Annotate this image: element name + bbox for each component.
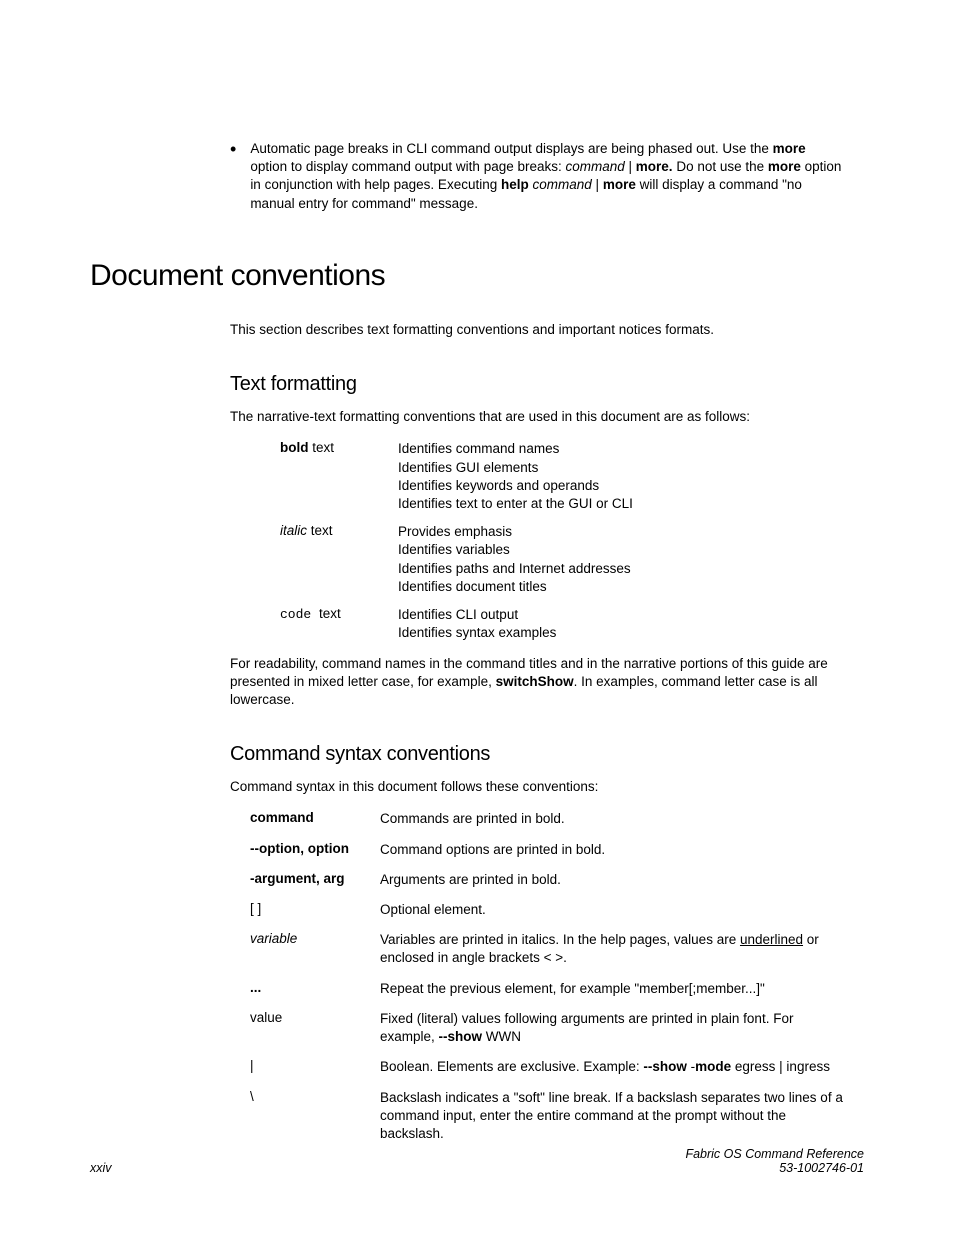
- fmt-row-code: code text Identifies CLI output Identifi…: [280, 606, 844, 642]
- page-footer: xxiv Fabric OS Command Reference 53-1002…: [90, 1147, 864, 1175]
- doc-number: 53-1002746-01: [685, 1161, 864, 1175]
- syn-row-value: value Fixed (literal) values following a…: [250, 1010, 844, 1046]
- bullet-text: Automatic page breaks in CLI command out…: [250, 140, 844, 213]
- syn-row-ellipsis: ... Repeat the previous element, for exa…: [250, 980, 844, 998]
- intro-paragraph: This section describes text formatting c…: [230, 321, 844, 339]
- syn-row-command: command Commands are printed in bold.: [250, 810, 844, 828]
- page-number: xxiv: [90, 1161, 112, 1175]
- syn-row-pipe: | Boolean. Elements are exclusive. Examp…: [250, 1058, 844, 1076]
- fmt-row-italic: italic text Provides emphasis Identifies…: [280, 523, 844, 596]
- readability-paragraph: For readability, command names in the co…: [230, 655, 844, 710]
- syntax-intro: Command syntax in this document follows …: [230, 778, 844, 796]
- doc-title: Fabric OS Command Reference: [685, 1147, 864, 1161]
- bullet-icon: •: [230, 140, 236, 213]
- syn-row-backslash: \ Backslash indicates a "soft" line brea…: [250, 1089, 844, 1144]
- syn-row-brackets: [ ] Optional element.: [250, 901, 844, 919]
- fmt-row-bold: bold text Identifies command names Ident…: [280, 440, 844, 513]
- text-formatting-table: bold text Identifies command names Ident…: [280, 440, 844, 642]
- heading-command-syntax: Command syntax conventions: [230, 743, 864, 766]
- text-formatting-intro: The narrative-text formatting convention…: [230, 408, 844, 426]
- heading-text-formatting: Text formatting: [230, 373, 864, 396]
- syn-row-option: --option, option Command options are pri…: [250, 841, 844, 859]
- syntax-conventions-table: command Commands are printed in bold. --…: [250, 810, 844, 1143]
- heading-document-conventions: Document conventions: [90, 259, 864, 293]
- bullet-item: • Automatic page breaks in CLI command o…: [230, 140, 844, 213]
- syn-row-variable: variable Variables are printed in italic…: [250, 931, 844, 967]
- syn-row-argument: -argument, arg Arguments are printed in …: [250, 871, 844, 889]
- footer-right: Fabric OS Command Reference 53-1002746-0…: [685, 1147, 864, 1175]
